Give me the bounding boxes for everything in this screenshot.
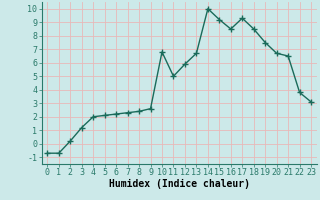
X-axis label: Humidex (Indice chaleur): Humidex (Indice chaleur) [109, 179, 250, 189]
